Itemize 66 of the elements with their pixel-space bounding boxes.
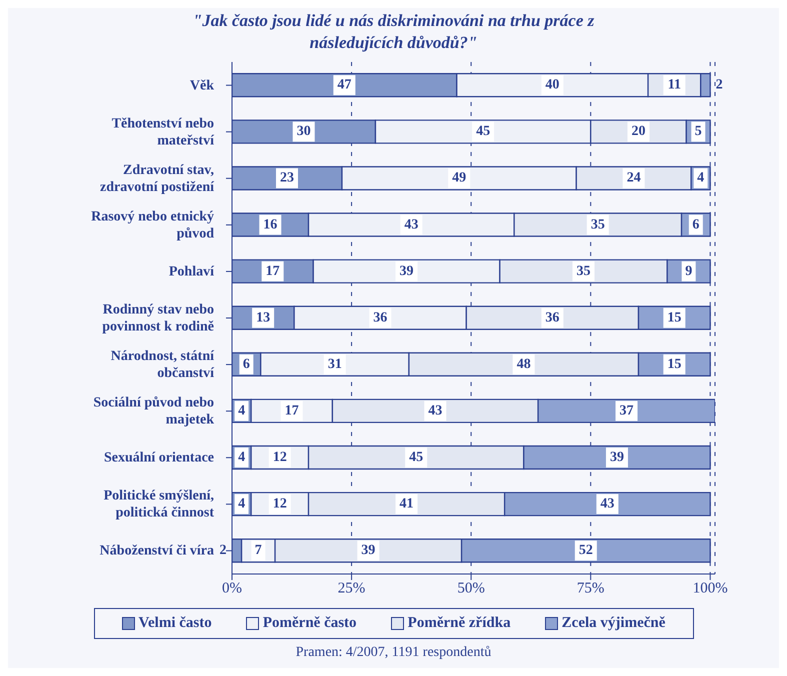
data-label: 35 — [576, 264, 590, 279]
x-tick-label: 0% — [222, 580, 242, 597]
data-label: 39 — [610, 450, 624, 465]
data-label: 4 — [238, 450, 246, 465]
y-tick-label: Věk — [190, 78, 214, 93]
y-tick-label: Politické smýšlení, politická činnost — [104, 488, 214, 520]
data-label: 16 — [263, 217, 278, 232]
legend-label: Poměrně často — [262, 615, 357, 632]
y-tick-label: Sexuální orientace — [104, 450, 214, 466]
data-label: 48 — [516, 356, 531, 372]
data-label: 45 — [476, 124, 490, 140]
data-label: 11 — [668, 78, 681, 93]
chart-title: "Jak často jsou lidé u nás diskriminováni na trhu práce z následujících důvodů?" — [192, 10, 596, 54]
data-label: 49 — [452, 170, 466, 186]
data-label: 12 — [272, 496, 287, 512]
data-label: 6 — [242, 356, 250, 372]
data-label: 40 — [545, 78, 560, 93]
data-label: 17 — [266, 264, 280, 279]
x-tick-label: 25% — [338, 580, 366, 597]
data-label: 4 — [238, 496, 246, 512]
data-label: 7 — [254, 543, 262, 558]
data-label: 43 — [600, 496, 614, 512]
data-label: 15 — [667, 310, 682, 326]
y-tick-label: Národnost, státní občanství — [110, 348, 216, 381]
data-label: 4 — [697, 170, 704, 186]
y-tick-label: Rasový nebo etnický původ — [91, 208, 214, 241]
data-label: 9 — [685, 264, 692, 279]
legend-label: Poměrně zřídka — [406, 615, 511, 632]
x-tick-label: 50% — [457, 580, 485, 597]
data-label: 4 — [238, 403, 246, 418]
data-label: 31 — [328, 356, 342, 372]
data-label: 35 — [590, 217, 605, 232]
data-label: 24 — [626, 170, 641, 186]
data-label: 6 — [692, 217, 700, 232]
legend-label: Velmi často — [138, 615, 212, 632]
legend-label: Zcela výjimečně — [560, 615, 666, 632]
y-tick-label: Zdravotní stav, zdravotní postižení — [100, 162, 216, 194]
data-label: 15 — [667, 356, 682, 372]
y-tick-label: Sociální původ nebo majetek — [93, 395, 214, 428]
data-label: 13 — [256, 310, 270, 326]
data-label: 36 — [373, 310, 388, 326]
data-label: 23 — [280, 170, 294, 186]
data-label: 5 — [694, 124, 702, 140]
data-label: 37 — [620, 403, 634, 418]
text: Pramen: 4/2007, 1191 respondentů — [294, 645, 492, 661]
data-label: 47 — [337, 78, 352, 93]
data-label: 43 — [428, 403, 442, 418]
data-label: 43 — [404, 217, 418, 232]
data-label: 39 — [361, 543, 376, 558]
y-tick-label: Pohlaví — [168, 264, 216, 279]
data-label: 17 — [284, 403, 299, 418]
data-label: 52 — [578, 543, 593, 558]
data-label: 30 — [296, 124, 311, 140]
x-tick-label: 75% — [576, 580, 604, 597]
data-label: 2 — [716, 78, 723, 93]
data-label: 2 — [220, 543, 226, 558]
data-label: 39 — [400, 264, 414, 279]
data-label: 20 — [631, 124, 646, 140]
data-label: 41 — [400, 496, 414, 512]
data-label: 36 — [545, 310, 560, 326]
y-tick-label: Náboženství či víra — [100, 543, 214, 558]
x-tick-label: 100% — [692, 580, 728, 597]
data-label: 12 — [272, 450, 287, 465]
y-tick-label: Rodinný stav nebo povinnost k rodině — [102, 302, 214, 334]
data-label: 45 — [409, 450, 424, 465]
y-tick-label: Těhotenství nebo mateřství — [112, 116, 216, 148]
